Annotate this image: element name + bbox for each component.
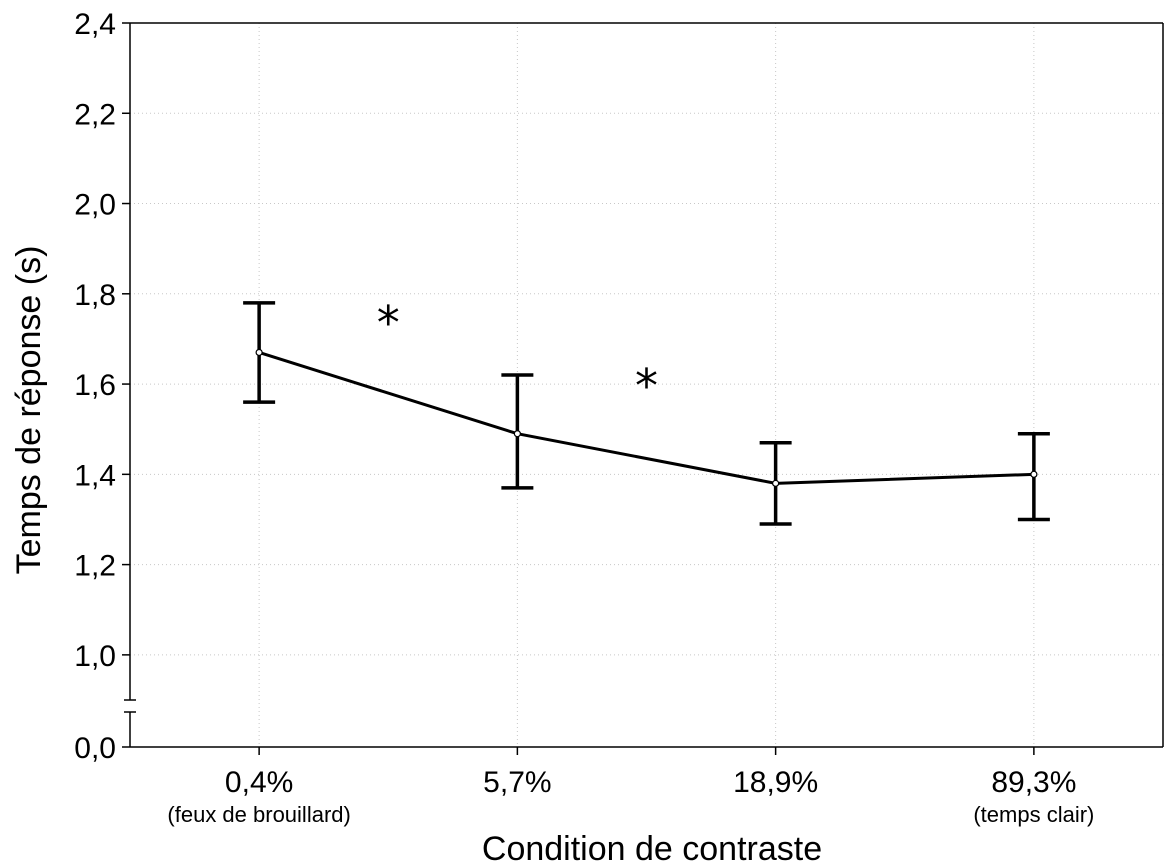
y-tick-label: 2,2	[74, 98, 116, 131]
labels: 0,0 1,0 1,2 1,4 1,6 1,8 2,0 2,2 2,4 0,4% (feux de …	[74, 8, 1094, 827]
y-tick-label: 2,0	[74, 189, 116, 222]
x-tick-sublabel: (feux de brouillard)	[167, 802, 350, 827]
grid	[130, 23, 1163, 747]
y-tick-label: 1,8	[74, 279, 116, 312]
x-tick-label: 89,3%	[991, 766, 1076, 799]
x-tick-sublabel: (temps clair)	[973, 802, 1094, 827]
data-point	[255, 348, 263, 357]
significance-star: *	[377, 296, 400, 350]
axes	[122, 22, 1164, 755]
y-axis-title: Temps de réponse (s)	[10, 246, 48, 575]
x-tick-label: 5,7%	[483, 766, 551, 799]
y-tick-label: 1,2	[74, 550, 116, 583]
x-tick-label: 0,4%	[225, 766, 293, 799]
series-line	[258, 351, 1034, 485]
x-tick-label: 18,9%	[733, 766, 818, 799]
data-point	[513, 430, 521, 438]
y-tick-label: 2,4	[74, 8, 116, 41]
y-tick-label: 1,4	[74, 459, 116, 492]
significance-star: *	[635, 359, 658, 413]
series	[243, 301, 1050, 526]
data-point	[1030, 470, 1038, 478]
x-axis-title: Condition de contraste	[482, 830, 822, 868]
y-tick-label: 0,0	[74, 732, 116, 765]
y-tick-label: 1,6	[74, 369, 116, 402]
y-tick-label: 1,0	[74, 640, 116, 673]
data-point	[772, 479, 780, 487]
